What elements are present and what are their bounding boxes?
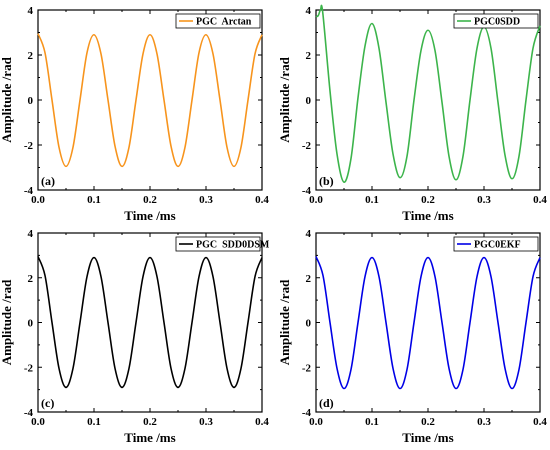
x-tick-label: 0.0 (31, 416, 45, 428)
series-line (315, 4, 541, 183)
x-tick-label: 0.2 (421, 416, 435, 428)
y-tick-label: -2 (24, 140, 34, 152)
plot-frame (37, 9, 263, 191)
x-tick-label: 0.3 (477, 194, 491, 206)
panel-label: (c) (41, 396, 54, 410)
legend-box (175, 13, 261, 29)
panel-label: (d) (319, 396, 334, 410)
plot-frame (315, 232, 541, 413)
x-axis-title: Time /ms (124, 208, 175, 223)
y-tick-label: -4 (24, 185, 34, 197)
x-tick-label: 0.3 (199, 416, 213, 428)
x-tick-label: 0.4 (533, 416, 547, 428)
y-tick-label: 0 (306, 95, 312, 107)
x-tick-label: 0.4 (255, 416, 269, 428)
x-tick-label: 0.1 (365, 416, 379, 428)
x-tick-label: 0.3 (199, 194, 213, 206)
panel-b: 0.0 0.1 0.2 0.3 0.4 -4 -2 0 2 4 Time /ms Amplitude … (277, 4, 547, 223)
y-tick-label: -4 (24, 407, 34, 419)
y-tick-label: 0 (306, 318, 312, 330)
x-tick-label: 0.3 (477, 416, 491, 428)
series-line (37, 256, 263, 389)
y-tick-label: -2 (302, 362, 312, 374)
x-tick-label: 0.1 (87, 416, 101, 428)
legend-box (453, 236, 539, 252)
legend-label: PGC Arctan (196, 17, 252, 28)
panel-a: 0.0 0.1 0.2 0.3 0.4 -4 -2 0 2 4 Time /ms Amplitude … (0, 5, 269, 223)
y-axis-title: Amplitude /rad (0, 56, 14, 142)
y-tick-label: 4 (28, 228, 34, 240)
x-tick-label: 0.4 (255, 194, 269, 206)
legend-box (175, 236, 261, 252)
x-tick-label: 0.1 (87, 194, 101, 206)
y-tick-label: 2 (306, 50, 312, 62)
y-tick-label: 4 (306, 228, 312, 240)
x-tick-label: 0.0 (31, 194, 45, 206)
series-line (37, 33, 263, 168)
x-tick-label: 0.1 (365, 194, 379, 206)
y-tick-label: -4 (302, 407, 312, 419)
x-tick-label: 0.2 (143, 416, 157, 428)
y-axis-title: Amplitude /rad (0, 279, 14, 365)
y-tick-label: 2 (306, 273, 312, 285)
panel-c: 0.0 0.1 0.2 0.3 0.4 -4 -2 0 2 4 Time /ms Amplitude … (0, 228, 270, 445)
panel-label: (a) (41, 174, 55, 188)
y-tick-label: 4 (306, 5, 312, 17)
y-tick-label: 2 (28, 273, 34, 285)
x-tick-label: 0.0 (309, 416, 323, 428)
x-axis-title: Time /ms (402, 208, 453, 223)
x-tick-label: 0.4 (533, 194, 547, 206)
y-tick-label: -2 (302, 140, 312, 152)
plot-frame (37, 232, 263, 413)
y-tick-label: 0 (28, 95, 34, 107)
y-tick-label: -4 (302, 185, 312, 197)
panel-label: (b) (319, 174, 334, 188)
legend-label: PGC SDD0DSM (196, 240, 270, 251)
y-tick-label: -2 (24, 362, 34, 374)
x-axis-title: Time /ms (402, 430, 453, 445)
y-tick-label: 0 (28, 318, 34, 330)
legend-box (453, 13, 539, 29)
y-tick-label: 2 (28, 50, 34, 62)
x-tick-label: 0.0 (309, 194, 323, 206)
panel-d: 0.0 0.1 0.2 0.3 0.4 -4 -2 0 2 4 Time /ms Amplitude … (277, 228, 547, 445)
series-line (315, 256, 541, 390)
y-axis-title: Amplitude /rad (277, 56, 292, 142)
y-tick-label: 4 (28, 5, 34, 17)
legend-label: PGC0EKF (474, 240, 521, 251)
x-axis-title: Time /ms (124, 430, 175, 445)
x-tick-label: 0.2 (421, 194, 435, 206)
legend-label: PGC0SDD (474, 17, 520, 28)
y-axis-title: Amplitude /rad (277, 279, 292, 365)
x-tick-label: 0.2 (143, 194, 157, 206)
